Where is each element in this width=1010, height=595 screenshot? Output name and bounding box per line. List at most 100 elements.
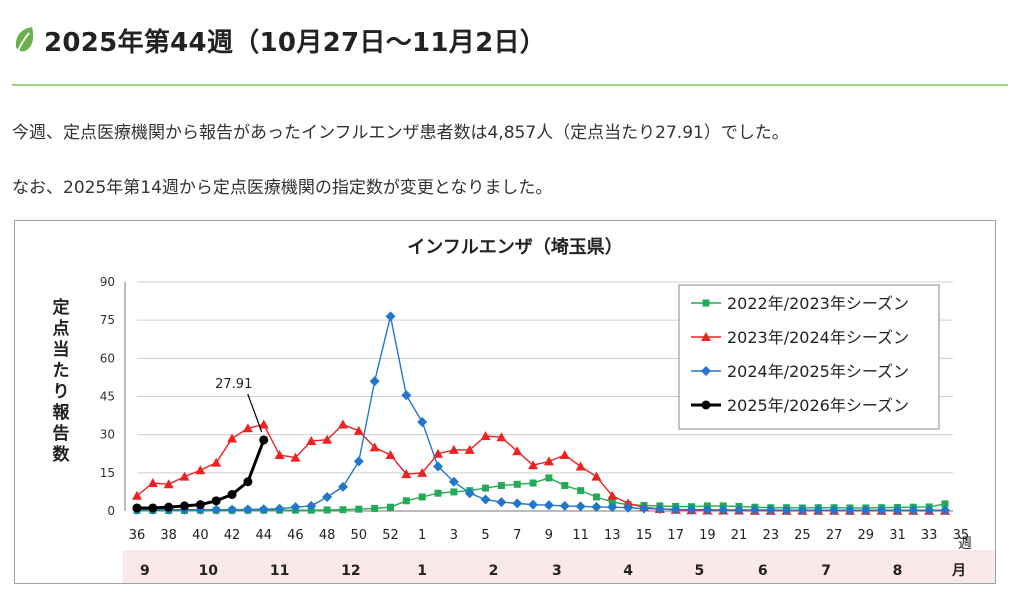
data-point (543, 500, 554, 511)
data-point (211, 496, 221, 506)
data-point (355, 505, 363, 513)
data-point (450, 488, 458, 496)
data-point (797, 505, 808, 516)
y-tick-label: 90 (100, 275, 115, 289)
data-point (385, 311, 396, 322)
data-point (941, 500, 949, 508)
data-point (180, 501, 190, 511)
data-point (211, 504, 222, 515)
data-point (718, 504, 729, 515)
x-tick-label: 11 (572, 528, 589, 543)
data-point (591, 471, 602, 481)
x-tick-label: 42 (224, 528, 241, 543)
x-tick-label: 35 (953, 528, 970, 543)
month-label: 2 (489, 563, 499, 579)
x-tick-label: 3 (450, 528, 458, 543)
data-point (242, 504, 253, 515)
data-point (844, 505, 855, 516)
data-point (528, 460, 539, 470)
data-point (464, 488, 475, 499)
x-tick-label: 27 (826, 528, 843, 543)
data-point (940, 505, 950, 516)
data-point (195, 465, 206, 475)
month-label: 7 (821, 563, 831, 579)
x-tick-label: 21 (731, 528, 748, 543)
x-tick-label: 44 (255, 528, 272, 543)
data-point (274, 450, 285, 460)
data-point (227, 433, 238, 443)
y-axis-label: 定点当たり報告数 (53, 297, 71, 465)
x-tick-label: 33 (921, 528, 938, 543)
data-point (274, 503, 285, 514)
leaf-icon (15, 27, 34, 52)
series-1 (133, 474, 949, 514)
data-point (686, 504, 697, 515)
month-label: 5 (695, 563, 705, 579)
data-point (608, 498, 616, 506)
data-point (528, 499, 539, 510)
data-point (448, 444, 459, 454)
data-point (559, 500, 570, 511)
legend-label: 2025年/2026年シーズン (727, 396, 909, 415)
data-point (497, 482, 505, 490)
data-point (545, 474, 553, 482)
x-tick-label: 9 (545, 528, 553, 543)
data-point (306, 436, 317, 446)
chart-title: インフルエンザ（埼玉県） (407, 236, 622, 258)
data-point (734, 504, 745, 515)
data-point (227, 489, 237, 499)
x-tick-label: 48 (319, 528, 336, 543)
y-tick-label: 30 (100, 428, 115, 442)
x-tick-label: 17 (667, 528, 684, 543)
month-label: 8 (893, 563, 903, 579)
data-point (829, 505, 840, 516)
month-label: 9 (140, 563, 150, 579)
data-point (322, 434, 333, 444)
data-point (179, 471, 190, 481)
x-tick-label: 7 (513, 528, 521, 543)
legend-marker (701, 332, 711, 341)
legend-label: 2024年/2025年シーズン (727, 362, 909, 381)
data-point (369, 376, 380, 387)
data-point (386, 503, 394, 511)
data-point (924, 505, 935, 516)
data-point (164, 502, 174, 512)
data-point (559, 450, 570, 460)
data-point (433, 448, 444, 458)
data-point (623, 502, 634, 513)
data-point (227, 504, 238, 515)
series-4 (132, 435, 269, 513)
legend-label: 2022年/2023年シーズン (727, 294, 909, 313)
data-point (512, 446, 523, 456)
x-tick-label: 52 (382, 528, 399, 543)
x-tick-label: 1 (418, 528, 426, 543)
data-point (353, 456, 364, 467)
data-point (132, 490, 142, 500)
month-label: 6 (758, 563, 768, 579)
data-point (496, 432, 507, 442)
x-tick-label: 38 (160, 528, 177, 543)
data-point (561, 482, 569, 490)
series-line (137, 477, 946, 512)
x-tick-label: 5 (481, 528, 489, 543)
data-point (369, 442, 380, 452)
data-point (749, 504, 760, 515)
y-tick-label: 45 (100, 390, 115, 404)
data-point (148, 503, 158, 513)
data-point (418, 493, 426, 501)
data-point (496, 497, 507, 508)
legend-label: 2023年/2024年シーズン (727, 328, 909, 347)
data-point (908, 505, 919, 516)
x-unit-label: 週 (958, 536, 972, 552)
y-tick-label: 15 (100, 466, 115, 480)
data-point (434, 489, 442, 497)
y-tick-label: 75 (100, 313, 115, 327)
data-point (513, 480, 521, 488)
data-point (670, 504, 681, 515)
data-point (337, 419, 348, 429)
data-point (512, 498, 523, 509)
x-tick-label: 23 (762, 528, 779, 543)
note-paragraph: なお、2025年第14週から定点医療機関の指定数が変更となりました。 (12, 178, 553, 198)
data-point (402, 497, 410, 505)
